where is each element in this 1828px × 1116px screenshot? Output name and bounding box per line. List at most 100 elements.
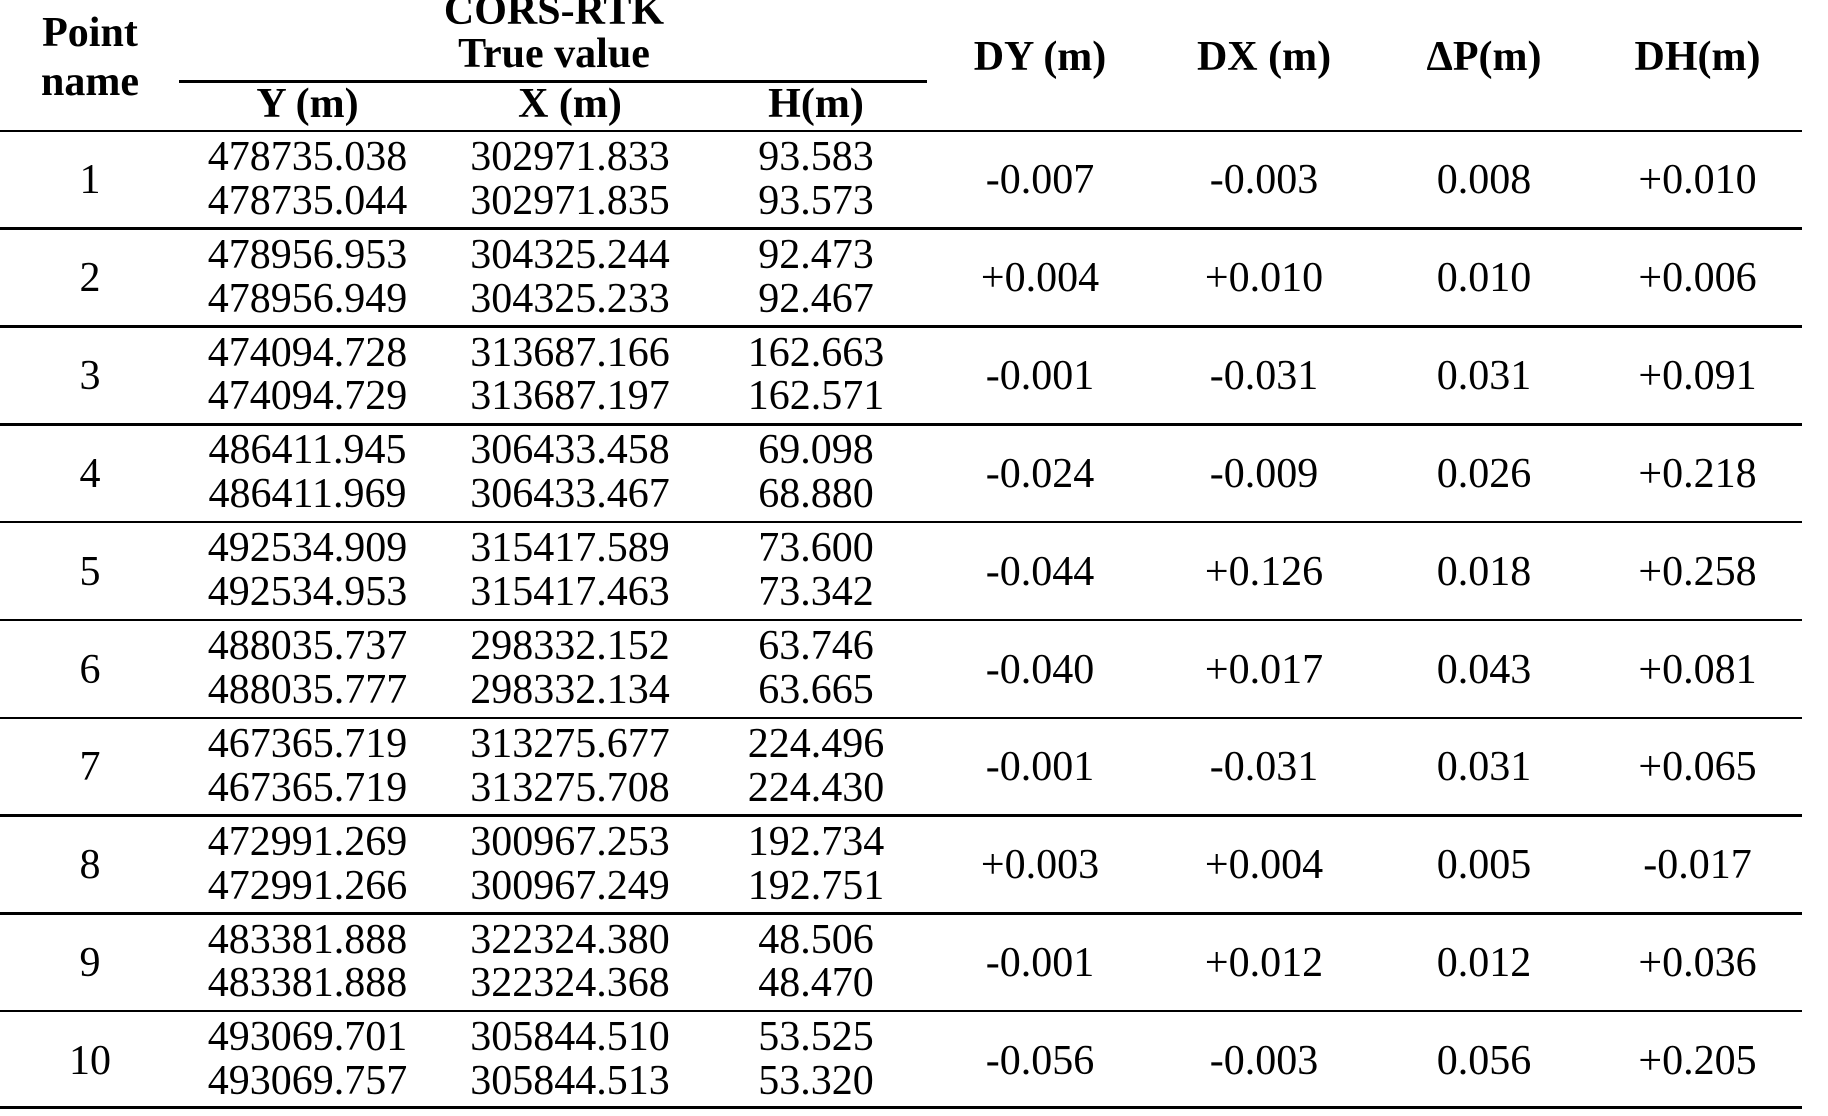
cell-dy: -0.001 [985, 939, 1095, 986]
table-row: 6 488035.737 488035.777 298332.152 298332.… [0, 620, 1802, 718]
cell-dy: +0.004 [980, 255, 1100, 302]
x-cors-rtk-value: 315417.589 [470, 525, 670, 572]
cell-y: 474094.728 474094.729 [180, 327, 435, 425]
y-true-value: 478956.949 [207, 275, 408, 322]
x-cors-rtk-value: 313687.166 [470, 329, 670, 376]
cell-dp: 0.018 [1436, 548, 1532, 595]
cell-y: 472991.269 472991.266 [180, 816, 435, 914]
header-dp: ΔP(m) [1426, 33, 1542, 80]
h-true-value: 224.430 [747, 764, 885, 811]
x-cors-rtk-value: 322324.380 [470, 916, 670, 963]
cell-dp: 0.031 [1436, 353, 1532, 399]
cell-dp: 0.005 [1436, 842, 1532, 889]
cell-x: 298332.152 298332.134 [435, 620, 705, 718]
cell-dh: +0.218 [1638, 450, 1757, 497]
cell-dx: -0.003 [1209, 157, 1319, 204]
cell-point-name: 9 [79, 939, 101, 986]
h-true-value: 162.571 [747, 373, 885, 420]
cell-point-name: 8 [79, 842, 101, 889]
cell-dy: -0.024 [985, 450, 1095, 497]
cell-dp: 0.008 [1436, 157, 1532, 204]
x-cors-rtk-value: 313275.677 [470, 720, 670, 767]
h-cors-rtk-value: 63.746 [758, 623, 874, 670]
h-true-value: 192.751 [747, 862, 885, 909]
rule-row-3 [0, 423, 1802, 426]
x-true-value: 313687.197 [470, 373, 670, 420]
cell-dx: -0.031 [1209, 744, 1319, 791]
cell-dh: +0.010 [1638, 157, 1757, 204]
cell-dp: 0.056 [1436, 1037, 1532, 1084]
cell-h: 73.600 73.342 [705, 522, 927, 620]
h-true-value: 63.665 [758, 666, 874, 713]
header-dx: DX (m) [1196, 33, 1332, 80]
table-row: 3 474094.728 474094.729 313687.166 313687.… [0, 327, 1802, 425]
cell-dh: +0.036 [1638, 939, 1757, 986]
x-true-value: 313275.708 [470, 764, 670, 811]
cell-dx: +0.012 [1204, 939, 1324, 986]
cell-x: 305844.510 305844.513 [435, 1011, 705, 1109]
x-true-value: 322324.368 [470, 960, 670, 1007]
header-dy: DY (m) [973, 33, 1107, 80]
header-point-name: Point name [41, 10, 139, 106]
y-true-value: 486411.969 [208, 471, 407, 518]
h-true-value: 73.342 [758, 569, 874, 616]
cell-point-name: 1 [79, 157, 101, 204]
h-true-value: 48.470 [758, 960, 874, 1007]
y-cors-rtk-value: 474094.728 [207, 329, 408, 376]
table-row: 10 493069.701 493069.757 305844.510 305844… [0, 1011, 1802, 1109]
rule-row-6 [0, 716, 1802, 720]
cell-x: 313687.166 313687.197 [435, 327, 705, 425]
cell-dp: 0.026 [1436, 450, 1532, 497]
cell-y: 478735.038 478735.044 [180, 131, 435, 229]
table-row: 8 472991.269 472991.266 300967.253 300967.… [0, 816, 1802, 914]
h-true-value: 92.467 [758, 275, 874, 322]
h-true-value: 93.573 [758, 177, 874, 224]
cell-point-name: 2 [79, 255, 101, 302]
x-cors-rtk-value: 306433.458 [470, 427, 670, 474]
cell-x: 313275.677 313275.708 [435, 718, 705, 816]
table-row: 7 467365.719 467365.719 313275.677 313275.… [0, 718, 1802, 816]
h-cors-rtk-value: 192.734 [747, 818, 885, 865]
cell-dh: +0.065 [1638, 744, 1757, 791]
y-cors-rtk-value: 486411.945 [208, 427, 407, 474]
y-cors-rtk-value: 483381.888 [207, 916, 408, 963]
cell-y: 467365.719 467365.719 [180, 718, 435, 816]
cell-h: 69.098 68.880 [705, 424, 927, 522]
y-cors-rtk-value: 488035.737 [207, 623, 408, 670]
table-row: 9 483381.888 483381.888 322324.380 322324.… [0, 913, 1802, 1011]
cell-point-name: 5 [79, 548, 101, 595]
table-row: 5 492534.909 492534.953 315417.589 315417.… [0, 522, 1802, 620]
cell-x: 315417.589 315417.463 [435, 522, 705, 620]
cell-dp: 0.010 [1436, 255, 1532, 302]
x-true-value: 304325.233 [470, 275, 670, 322]
rule-table-bottom [0, 1105, 1802, 1109]
h-cors-rtk-value: 162.663 [747, 329, 885, 376]
y-true-value: 488035.777 [207, 666, 408, 713]
cell-x: 304325.244 304325.233 [435, 229, 705, 327]
cell-h: 162.663 162.571 [705, 327, 927, 425]
cell-dx: +0.010 [1204, 255, 1324, 302]
cell-point-name: 7 [79, 744, 101, 791]
rule-row-8 [0, 912, 1802, 915]
y-true-value: 478735.044 [207, 177, 408, 224]
y-true-value: 474094.729 [207, 373, 408, 420]
cell-h: 93.583 93.573 [705, 131, 927, 229]
cell-y: 492534.909 492534.953 [180, 522, 435, 620]
cell-dh: +0.091 [1638, 353, 1757, 399]
x-true-value: 298332.134 [470, 666, 670, 713]
x-true-value: 305844.513 [470, 1058, 670, 1105]
rule-row-2 [0, 325, 1802, 328]
cell-dx: -0.003 [1209, 1037, 1319, 1084]
y-true-value: 483381.888 [207, 960, 408, 1007]
table-row: 1 478735.038 478735.044 302971.833 302971.… [0, 131, 1802, 229]
y-cors-rtk-value: 472991.269 [207, 818, 408, 865]
y-true-value: 492534.953 [207, 569, 408, 616]
cell-dh: +0.081 [1638, 646, 1757, 693]
cell-y: 486411.945 486411.969 [180, 424, 435, 522]
header-y: Y (m) [256, 80, 359, 127]
cell-point-name: 4 [79, 450, 101, 497]
x-true-value: 302971.835 [470, 177, 670, 224]
cell-dy: -0.007 [985, 157, 1095, 204]
y-cors-rtk-value: 493069.701 [207, 1014, 408, 1061]
header-x: X (m) [518, 80, 622, 127]
